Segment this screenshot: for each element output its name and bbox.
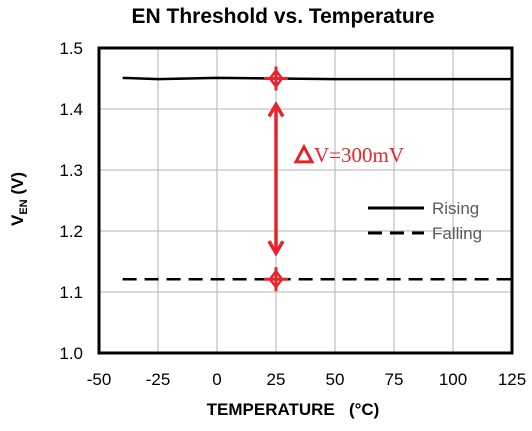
legend: Rising Falling [368, 199, 482, 243]
x-tick-label: 100 [439, 370, 467, 389]
x-tick-label: 50 [326, 370, 345, 389]
plot-frame [97, 46, 514, 355]
x-tick-label: 125 [498, 370, 526, 389]
legend-label-falling: Falling [432, 224, 482, 243]
delta-arrow-head-down [267, 240, 285, 257]
x-tick-labels: -50 -25 0 25 50 75 100 125 [87, 370, 526, 389]
series-group [122, 76, 512, 281]
y-axis-title-unit: (V) [8, 172, 27, 199]
y-tick-label: 1.2 [59, 222, 83, 241]
y-tick-labels: 1.0 1.1 1.2 1.3 1.4 1.5 [59, 39, 83, 363]
x-tick-label: 75 [385, 370, 404, 389]
delta-symbol-icon [293, 143, 315, 164]
delta-arrow-head-up [267, 101, 285, 118]
marker-rising [264, 66, 288, 91]
y-tick-label: 1.1 [59, 283, 83, 302]
legend-label-rising: Rising [432, 199, 479, 218]
x-tick-label: -25 [146, 370, 171, 389]
y-tick-label: 1.5 [59, 39, 83, 58]
y-axis-title: VEN (V) [8, 172, 30, 226]
x-tick-label: 0 [212, 370, 221, 389]
series-line-rising [122, 76, 512, 81]
y-axis-title-main: V [8, 214, 27, 226]
chart-title: EN Threshold vs. Temperature [131, 5, 434, 28]
y-tick-label: 1.3 [59, 161, 83, 180]
marker-falling [264, 267, 288, 292]
y-tick-label: 1.0 [59, 344, 83, 363]
y-axis-title-sub: EN [18, 199, 30, 214]
x-axis-title: TEMPERATURE (°C) [207, 400, 380, 419]
annotation-group: V=300mV [264, 66, 404, 292]
x-tick-label: -50 [87, 370, 112, 389]
x-tick-label: 25 [267, 370, 286, 389]
delta-v-label: V=300mV [314, 143, 404, 167]
y-tick-label: 1.4 [59, 100, 83, 119]
